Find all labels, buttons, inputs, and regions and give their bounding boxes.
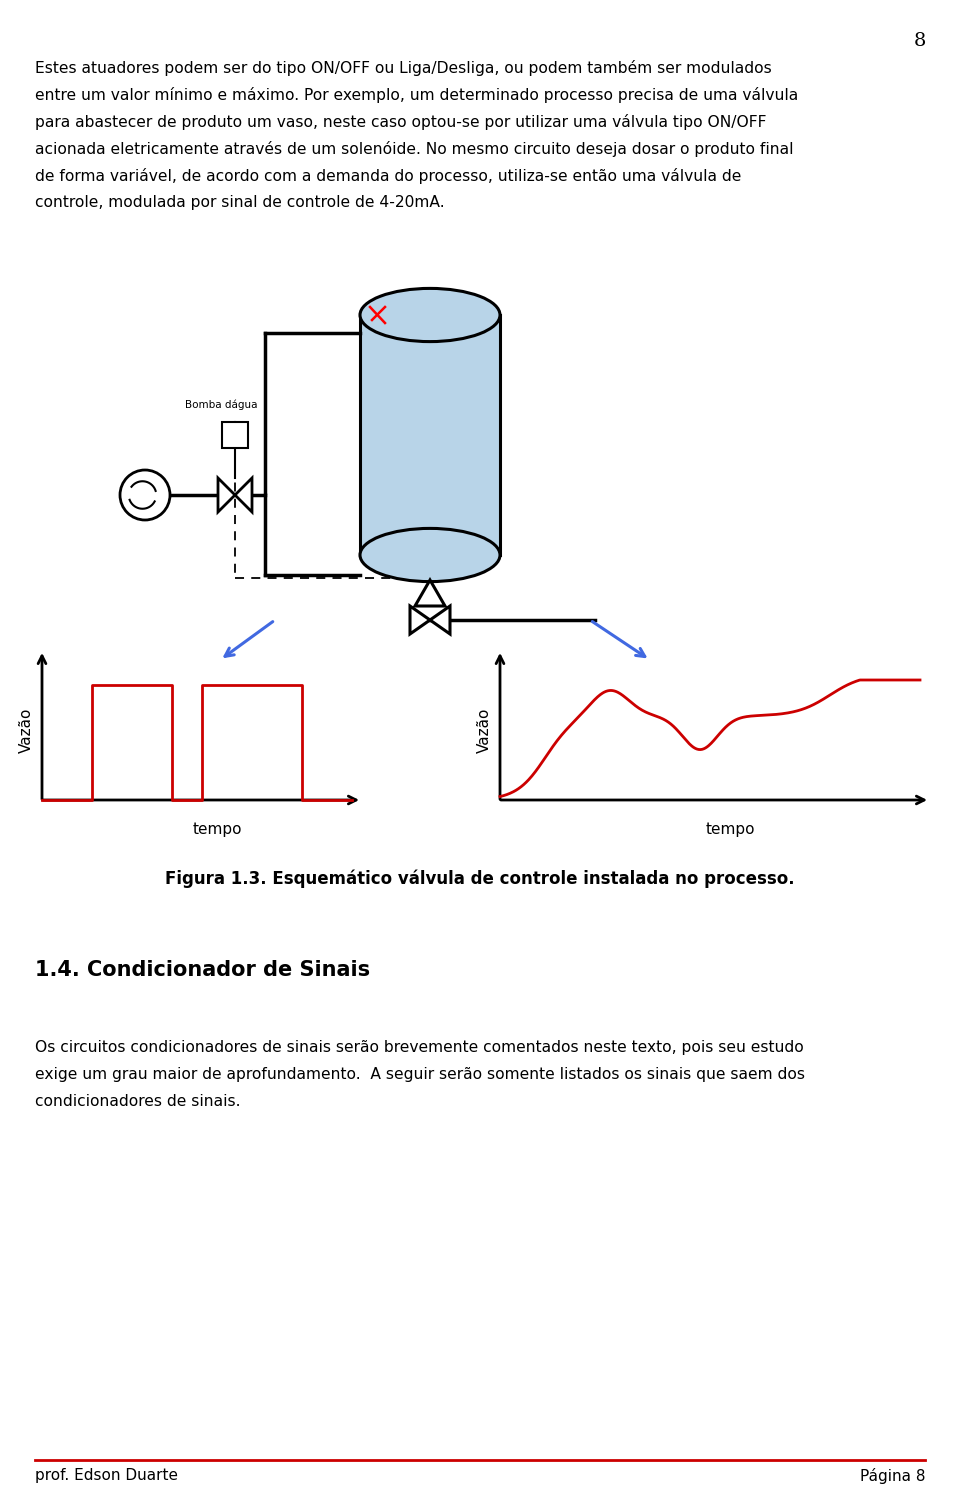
Ellipse shape: [360, 288, 500, 342]
Polygon shape: [218, 478, 235, 513]
Text: Vazão: Vazão: [19, 707, 34, 752]
Polygon shape: [415, 581, 445, 606]
Polygon shape: [410, 606, 430, 633]
Text: exige um grau maior de aprofundamento.  A seguir serão somente listados os sinai: exige um grau maior de aprofundamento. A…: [35, 1068, 805, 1083]
Bar: [360, 315, 500, 555]
Text: Bomba dágua: Bomba dágua: [185, 400, 257, 410]
Text: tempo: tempo: [706, 822, 755, 837]
Text: 1.4. Condicionador de Sinais: 1.4. Condicionador de Sinais: [35, 961, 371, 980]
Text: Estes atuadores podem ser do tipo ON/OFF ou Liga/Desliga, ou podem também ser mo: Estes atuadores podem ser do tipo ON/OFF…: [35, 60, 772, 75]
Bar: [222, 422, 248, 448]
Text: Vazão: Vazão: [477, 707, 492, 752]
Text: Os circuitos condicionadores de sinais serão brevemente comentados neste texto, : Os circuitos condicionadores de sinais s…: [35, 1041, 804, 1056]
Text: prof. Edson Duarte: prof. Edson Duarte: [35, 1467, 178, 1482]
Text: acionada eletricamente através de um solenóide. No mesmo circuito deseja dosar o: acionada eletricamente através de um sol…: [35, 142, 794, 157]
Ellipse shape: [360, 528, 500, 582]
Text: Página 8: Página 8: [859, 1467, 925, 1484]
Text: entre um valor mínimo e máximo. Por exemplo, um determinado processo precisa de : entre um valor mínimo e máximo. Por exem…: [35, 87, 799, 103]
Text: de forma variável, de acordo com a demanda do processo, utiliza-se então uma vál: de forma variável, de acordo com a deman…: [35, 167, 741, 184]
Text: 8: 8: [914, 32, 926, 50]
Circle shape: [120, 470, 170, 520]
Text: Figura 1.3. Esquemático válvula de controle instalada no processo.: Figura 1.3. Esquemático válvula de contr…: [165, 870, 795, 888]
Text: tempo: tempo: [192, 822, 242, 837]
Text: condicionadores de sinais.: condicionadores de sinais.: [35, 1093, 241, 1108]
Text: controle, modulada por sinal de controle de 4-20mA.: controle, modulada por sinal de controle…: [35, 195, 444, 210]
Polygon shape: [235, 478, 252, 513]
Polygon shape: [430, 606, 450, 633]
Text: para abastecer de produto um vaso, neste caso optou-se por utilizar uma válvula : para abastecer de produto um vaso, neste…: [35, 115, 766, 130]
